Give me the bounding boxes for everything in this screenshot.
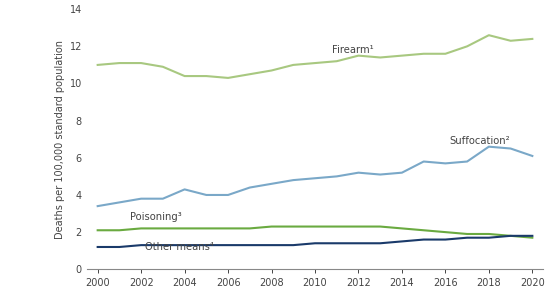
Text: Firearm¹: Firearm¹ (333, 45, 374, 55)
Text: Other means⁴: Other means⁴ (146, 242, 214, 252)
Text: Suffocation²: Suffocation² (450, 136, 510, 146)
Text: Poisoning³: Poisoning³ (130, 212, 182, 222)
Y-axis label: Deaths per 100,000 standard population: Deaths per 100,000 standard population (55, 40, 66, 239)
